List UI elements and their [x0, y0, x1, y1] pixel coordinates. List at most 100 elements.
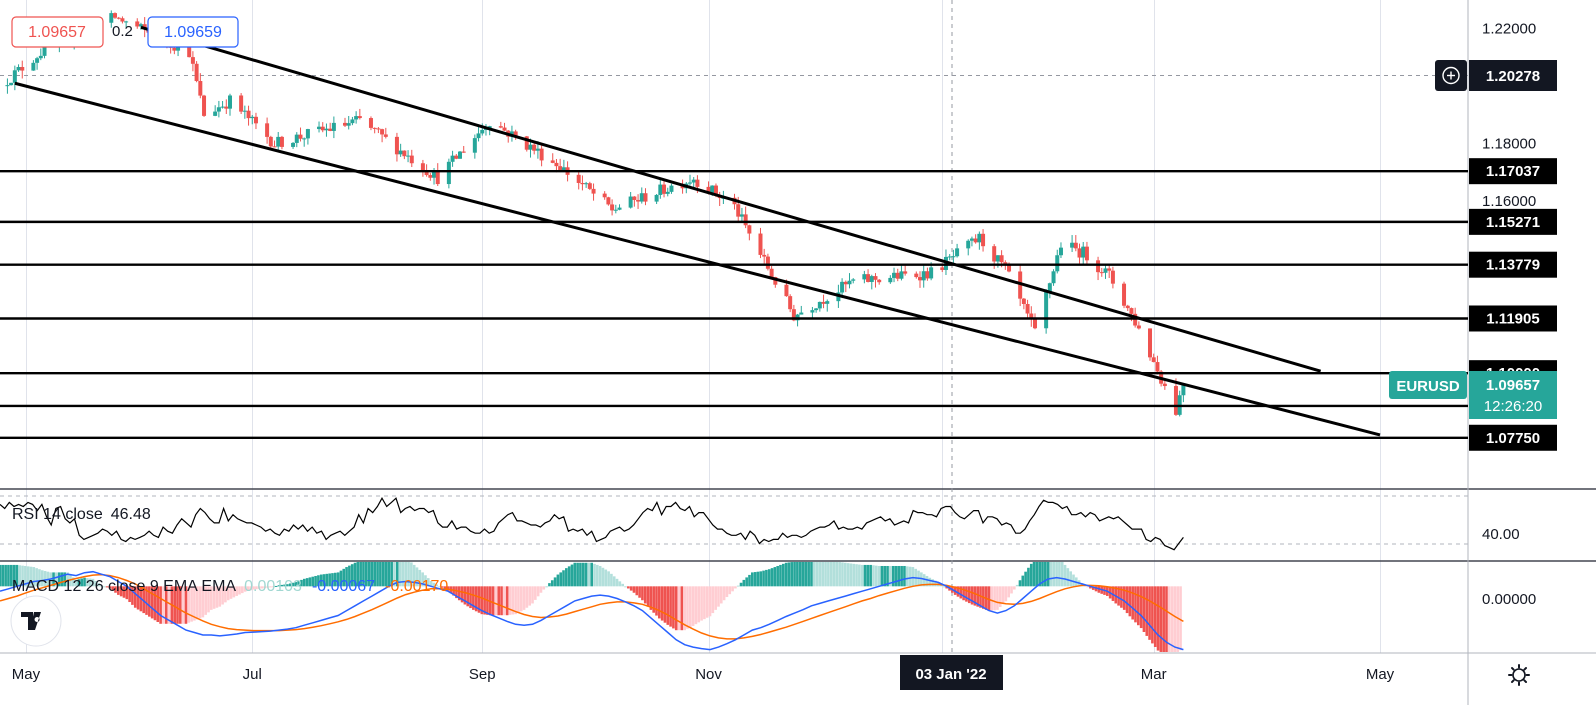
macd-bar	[581, 562, 585, 587]
candle	[669, 183, 674, 194]
candle	[135, 18, 140, 29]
macd-bar	[734, 586, 737, 589]
macd-bar	[531, 586, 534, 604]
macd-bar	[638, 586, 641, 598]
macd-bar	[565, 568, 568, 587]
macd-bar	[967, 586, 971, 604]
candle	[765, 253, 770, 271]
rsi-title: RSI 14 close	[12, 506, 103, 523]
macd-bar	[108, 586, 112, 589]
candle	[580, 175, 585, 191]
macd-bar	[1066, 568, 1070, 587]
macd-bar	[280, 584, 284, 587]
macd-bar	[263, 586, 267, 589]
macd-bar	[598, 565, 602, 587]
macd-bar	[1173, 586, 1177, 652]
macd-bar	[621, 583, 624, 587]
macd-bar	[77, 579, 81, 587]
candle	[617, 204, 622, 211]
bar-countdown: 12:26:20	[1484, 398, 1542, 415]
macd-bar	[195, 586, 199, 620]
macd-bar	[627, 586, 630, 589]
macd-bar	[550, 580, 554, 587]
macd-bar	[69, 574, 72, 587]
candle	[31, 60, 36, 71]
last-price: 1.09657	[1486, 377, 1540, 394]
macd-bar	[514, 586, 517, 615]
macd-bar	[629, 586, 633, 591]
channel-upper-line[interactable]	[140, 25, 1322, 373]
tradingview-logo[interactable]	[10, 595, 62, 647]
macd-bar	[736, 585, 740, 587]
horizontal-levels	[0, 169, 1468, 439]
sell-button[interactable]: 1.09657	[11, 16, 104, 48]
macd-bar	[117, 586, 120, 595]
macd-bar	[534, 586, 537, 600]
macd-bar	[683, 586, 686, 631]
macd-bar	[618, 581, 622, 587]
macd-bar	[1018, 580, 1022, 587]
macd-bar	[88, 578, 92, 587]
descending-channel	[14, 25, 1381, 437]
macd-bar	[601, 567, 605, 587]
chart-settings-button[interactable]	[1508, 664, 1530, 686]
macd-bar	[508, 586, 512, 615]
macd-bar	[1094, 586, 1098, 592]
macd-bar	[359, 562, 362, 587]
candle	[190, 51, 195, 72]
macd-bar	[528, 586, 532, 606]
candle	[1122, 281, 1127, 309]
add-alert-button[interactable]	[1435, 60, 1467, 91]
macd-bar	[801, 562, 805, 587]
macd-bar	[241, 586, 244, 594]
macd-bar	[60, 572, 64, 587]
macd-legend[interactable]: MACD 12 26 close 9 EMA EMA 0.00103 -0.0006…	[12, 578, 448, 595]
macd-bar	[1013, 586, 1016, 590]
macd-bar	[849, 563, 853, 587]
candles	[5, 10, 1186, 417]
candle	[587, 181, 592, 191]
macd-bar	[770, 568, 774, 587]
channel-lower-line[interactable]	[14, 81, 1381, 437]
macd-bar	[105, 586, 109, 588]
macd-bar	[956, 586, 960, 597]
svg-text:1.13779: 1.13779	[1486, 257, 1540, 274]
macd-bar	[784, 562, 788, 587]
macd-histogram-value: 0.00103	[244, 578, 302, 595]
buy-button[interactable]: 1.09659	[147, 16, 239, 48]
macd-bar	[297, 580, 300, 587]
macd-bar	[874, 565, 878, 587]
macd-bar	[86, 578, 89, 587]
candle	[420, 159, 425, 177]
macd-bar	[1120, 586, 1123, 608]
macd-bar	[226, 586, 230, 601]
candle	[691, 177, 696, 188]
candle	[12, 65, 17, 91]
macd-bar	[438, 586, 441, 588]
macd-bar	[612, 576, 616, 587]
candle	[298, 127, 303, 142]
macd-bar	[900, 565, 903, 587]
candle	[795, 313, 800, 327]
macd-bar	[235, 586, 238, 596]
rsi-legend[interactable]: RSI 14 close 46.48	[12, 506, 151, 523]
macd-bar	[505, 586, 509, 616]
macd-bar	[759, 571, 763, 587]
candle	[947, 254, 952, 261]
candle	[899, 263, 904, 281]
candle	[636, 194, 641, 209]
macd-bar	[181, 586, 185, 624]
last-price-label: 1.09657 12:26:20	[1469, 371, 1557, 419]
candle	[502, 122, 507, 131]
candle	[550, 153, 555, 164]
macd-bar	[883, 565, 887, 587]
macd-bar	[1145, 586, 1149, 636]
macd-bar	[305, 578, 309, 587]
macd-bar	[925, 575, 929, 587]
candle	[428, 173, 433, 181]
macd-bar	[260, 586, 264, 589]
macd-bar	[996, 586, 999, 610]
macd-bar	[32, 567, 36, 587]
macd-bar	[238, 586, 241, 595]
